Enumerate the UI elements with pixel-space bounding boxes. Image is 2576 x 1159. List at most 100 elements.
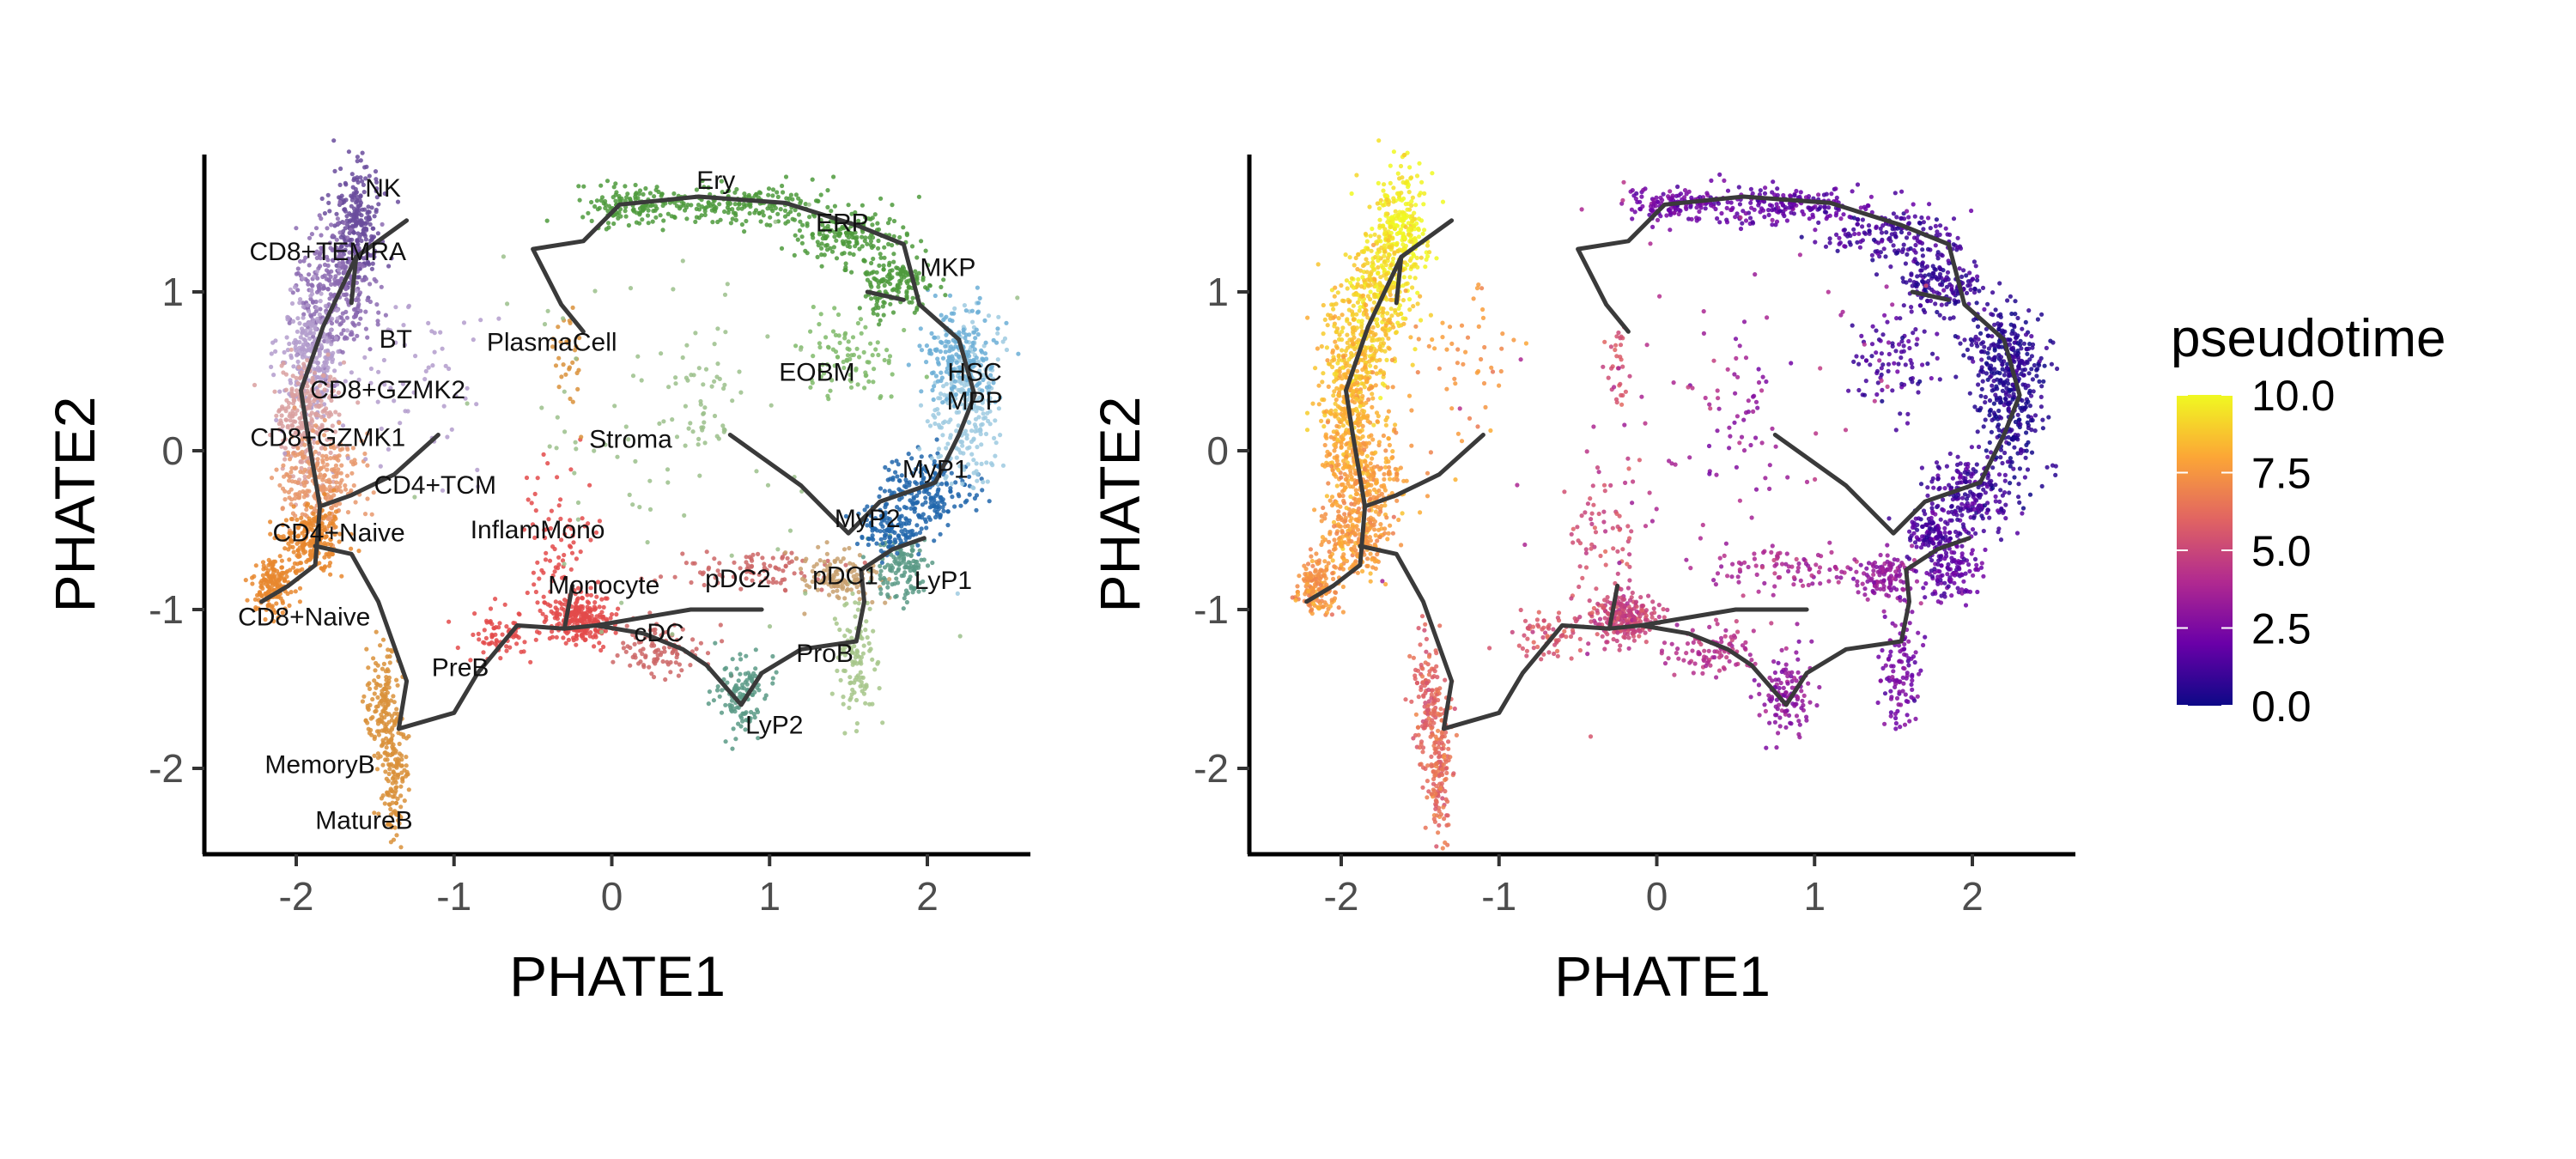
cell-point (333, 509, 338, 514)
cell-point (349, 172, 355, 177)
cell-point (553, 565, 558, 570)
cell-point (886, 467, 891, 472)
cell-point (729, 553, 734, 558)
cell-point (331, 377, 337, 382)
cell-point (295, 431, 300, 436)
cell-point (370, 261, 375, 266)
cell-point (894, 576, 899, 581)
cell-point (344, 328, 350, 333)
cell-point (811, 354, 816, 359)
cell-point (358, 308, 363, 313)
cell-point (357, 234, 362, 240)
cell-point (630, 373, 636, 379)
cell-point (389, 737, 394, 743)
cell-point (905, 535, 910, 540)
cell-point (404, 763, 409, 768)
cell-point (311, 331, 316, 336)
cell-point (871, 307, 876, 313)
cell-point (302, 490, 307, 495)
cell-point (895, 474, 900, 479)
y-tick-label: 0 (161, 428, 184, 473)
cell-point (386, 712, 392, 717)
cell-point (324, 268, 330, 273)
cell-type-label: pDC1 (812, 561, 878, 590)
cell-point (673, 375, 678, 380)
cell-point (927, 423, 933, 428)
cell-point (461, 320, 467, 325)
cell-point (761, 213, 766, 218)
cell-point (300, 436, 305, 441)
cell-point (370, 696, 375, 702)
cell-point (281, 463, 286, 468)
cell-point (647, 507, 653, 513)
cell-point (934, 437, 939, 442)
cell-point (476, 631, 481, 637)
cell-point (715, 684, 720, 689)
cell-point (338, 166, 343, 172)
cell-point (597, 205, 602, 210)
cell-point (930, 387, 935, 393)
cell-point (923, 500, 928, 505)
cell-point (872, 212, 878, 217)
cell-point (640, 204, 645, 209)
cell-point (947, 293, 953, 298)
cell-point (903, 516, 908, 521)
cell-point (665, 467, 671, 472)
cell-point (352, 209, 357, 215)
cell-point (356, 377, 361, 382)
cell-point (677, 662, 683, 667)
cell-point (385, 667, 390, 672)
cell-point (330, 359, 335, 365)
cell-point (335, 316, 340, 321)
cell-point (1015, 295, 1020, 300)
cell-point (738, 671, 743, 677)
cell-point (339, 463, 344, 468)
cell-point (737, 369, 742, 374)
cell-point (689, 373, 694, 378)
cell-point (897, 478, 902, 483)
cell-point (317, 396, 322, 401)
cell-point (374, 767, 380, 772)
cell-point (823, 243, 829, 248)
cell-point (696, 436, 702, 441)
cell-point (295, 428, 301, 433)
cell-point (385, 751, 391, 756)
cell-point (517, 612, 522, 617)
cell-point (806, 202, 811, 207)
cell-point (269, 351, 274, 356)
cell-point (365, 259, 370, 264)
cell-point (390, 733, 395, 738)
cell-point (712, 379, 717, 384)
cell-point (614, 612, 619, 617)
cell-point (792, 252, 797, 258)
cell-point (413, 354, 418, 359)
cell-point (268, 433, 273, 438)
cell-point (299, 442, 304, 447)
cell-point (375, 322, 380, 327)
cell-point (544, 614, 549, 620)
cell-point (474, 402, 479, 407)
cell-type-label: CD8+Naive (238, 604, 370, 632)
cell-point (284, 335, 289, 340)
cell-point (318, 426, 323, 431)
cell-point (905, 580, 910, 585)
cell-point (859, 675, 864, 680)
cell-point (877, 263, 882, 268)
cell-point (504, 648, 509, 653)
cell-point (846, 339, 851, 344)
cell-point (765, 334, 770, 339)
cell-point (301, 365, 307, 371)
cell-point (700, 572, 705, 577)
cell-point (282, 576, 287, 581)
cell-point (871, 628, 876, 634)
cell-point (252, 597, 258, 602)
cell-point (390, 794, 396, 799)
cell-point (713, 209, 718, 214)
cell-point (931, 413, 936, 418)
cell-point (294, 465, 299, 470)
cell-point (301, 304, 306, 309)
cell-point (881, 580, 886, 586)
cell-point (386, 647, 391, 652)
cell-point (835, 312, 841, 318)
cell-type-label: Stroma (589, 425, 672, 453)
